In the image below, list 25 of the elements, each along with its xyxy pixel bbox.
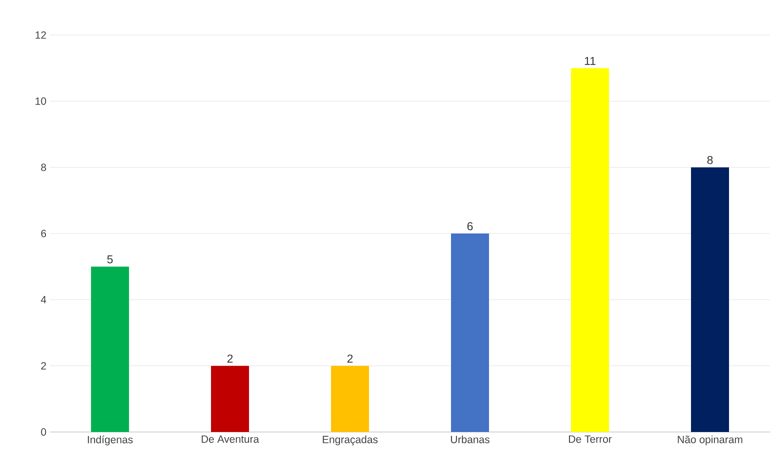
x-tick-label: De Aventura xyxy=(202,436,260,443)
data-label: 6 xyxy=(467,222,473,230)
bar xyxy=(211,366,250,432)
y-tick-label: 0 xyxy=(41,428,46,436)
y-tick-label: 4 xyxy=(40,296,46,304)
data-label: 8 xyxy=(707,156,713,164)
bar xyxy=(91,266,130,432)
x-tick-label: Urbanas xyxy=(450,436,490,444)
bar xyxy=(691,167,730,432)
x-tick-label: Indígenas xyxy=(88,436,133,446)
y-tick-label: 6 xyxy=(41,230,46,238)
data-label: 5 xyxy=(107,255,113,264)
y-tick-label: 10 xyxy=(36,97,46,105)
y-tick-label: 12 xyxy=(36,31,46,39)
x-tick-label: De Terror xyxy=(568,436,612,443)
y-tick-label: 8 xyxy=(41,164,46,172)
bar xyxy=(331,366,370,432)
data-label: 2 xyxy=(227,354,233,363)
bar xyxy=(571,68,610,432)
x-tick-label: Engraçadas xyxy=(322,436,378,446)
x-tick-label: Não opinaram xyxy=(678,436,742,446)
bar xyxy=(451,233,490,432)
data-label: 2 xyxy=(347,354,353,363)
y-tick-label: 2 xyxy=(41,362,46,370)
data-label: 11 xyxy=(584,56,596,65)
